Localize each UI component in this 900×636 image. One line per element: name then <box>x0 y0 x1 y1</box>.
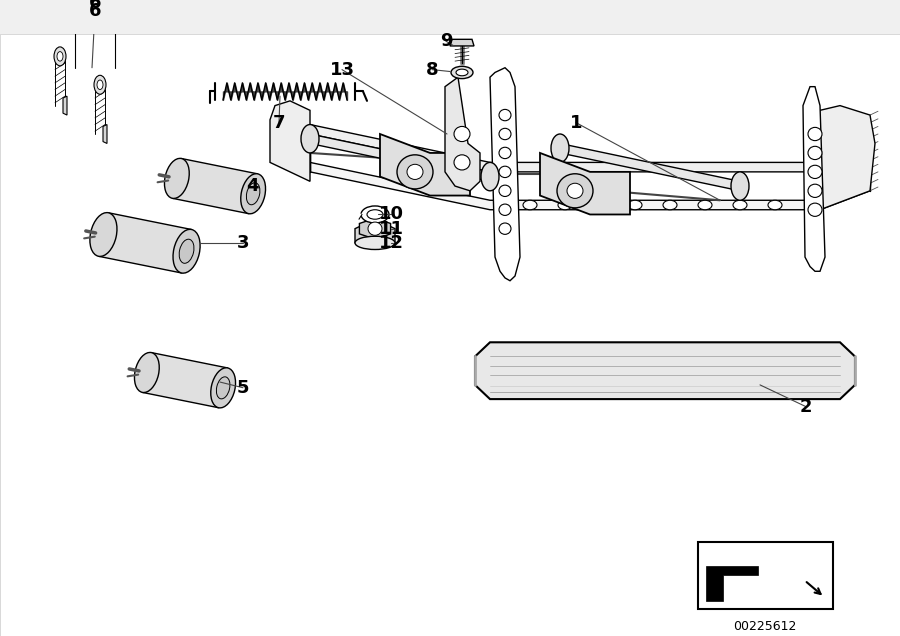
Ellipse shape <box>451 66 473 79</box>
Bar <box>698 543 832 609</box>
Ellipse shape <box>134 352 159 392</box>
Polygon shape <box>270 101 310 181</box>
Text: 10: 10 <box>379 205 403 223</box>
Polygon shape <box>98 213 192 273</box>
Polygon shape <box>560 144 740 191</box>
Ellipse shape <box>97 80 103 90</box>
Ellipse shape <box>628 200 642 210</box>
Text: 11: 11 <box>379 219 403 238</box>
Circle shape <box>499 204 511 216</box>
Ellipse shape <box>90 212 117 256</box>
Text: 12: 12 <box>379 234 403 252</box>
Polygon shape <box>103 125 107 144</box>
Ellipse shape <box>768 200 782 210</box>
Polygon shape <box>310 125 870 172</box>
Ellipse shape <box>558 200 572 210</box>
Circle shape <box>808 146 822 160</box>
Polygon shape <box>490 67 520 280</box>
Ellipse shape <box>247 183 260 205</box>
Ellipse shape <box>54 47 66 66</box>
Polygon shape <box>359 218 391 239</box>
Ellipse shape <box>179 239 194 263</box>
Ellipse shape <box>733 200 747 210</box>
Circle shape <box>808 184 822 197</box>
Circle shape <box>454 155 470 170</box>
Ellipse shape <box>240 174 266 214</box>
Text: 7: 7 <box>273 114 285 132</box>
Circle shape <box>499 148 511 158</box>
Circle shape <box>407 164 423 179</box>
Ellipse shape <box>593 200 607 210</box>
Circle shape <box>808 203 822 216</box>
Ellipse shape <box>173 230 200 273</box>
Text: 4: 4 <box>246 177 258 195</box>
Polygon shape <box>803 86 825 272</box>
Ellipse shape <box>211 368 236 408</box>
Circle shape <box>499 223 511 234</box>
Polygon shape <box>310 134 490 181</box>
Ellipse shape <box>523 200 537 210</box>
Ellipse shape <box>481 162 499 191</box>
Polygon shape <box>380 134 470 195</box>
Polygon shape <box>142 352 228 408</box>
Polygon shape <box>445 77 480 191</box>
Text: 5: 5 <box>237 379 249 397</box>
Ellipse shape <box>731 172 749 200</box>
Text: 8: 8 <box>426 60 438 79</box>
Ellipse shape <box>698 200 712 210</box>
Ellipse shape <box>456 69 468 76</box>
Text: 2: 2 <box>800 398 812 416</box>
Circle shape <box>808 127 822 141</box>
Polygon shape <box>355 219 395 243</box>
Text: 6: 6 <box>89 0 101 12</box>
Polygon shape <box>63 96 67 115</box>
Circle shape <box>499 109 511 121</box>
Polygon shape <box>173 158 257 214</box>
Circle shape <box>499 128 511 140</box>
Circle shape <box>557 174 593 208</box>
Text: 00225612: 00225612 <box>734 620 796 633</box>
Ellipse shape <box>355 236 395 249</box>
Polygon shape <box>310 162 870 210</box>
Ellipse shape <box>367 210 383 219</box>
Text: 3: 3 <box>237 234 249 252</box>
Ellipse shape <box>216 377 230 399</box>
Polygon shape <box>815 106 875 210</box>
Text: 9: 9 <box>440 32 452 50</box>
Polygon shape <box>450 39 474 46</box>
Ellipse shape <box>551 134 569 162</box>
Ellipse shape <box>57 52 63 61</box>
Circle shape <box>808 165 822 179</box>
Polygon shape <box>540 153 630 214</box>
Ellipse shape <box>94 75 106 94</box>
Text: 6: 6 <box>89 2 101 20</box>
Ellipse shape <box>361 206 389 223</box>
Circle shape <box>454 127 470 142</box>
Circle shape <box>368 222 382 235</box>
Ellipse shape <box>165 158 189 198</box>
Polygon shape <box>706 566 758 601</box>
Circle shape <box>567 183 583 198</box>
Text: 13: 13 <box>329 60 355 79</box>
Ellipse shape <box>663 200 677 210</box>
Ellipse shape <box>301 125 319 153</box>
Circle shape <box>499 166 511 177</box>
Circle shape <box>499 185 511 197</box>
Circle shape <box>397 155 433 189</box>
Text: 1: 1 <box>570 114 582 132</box>
Polygon shape <box>475 342 855 399</box>
